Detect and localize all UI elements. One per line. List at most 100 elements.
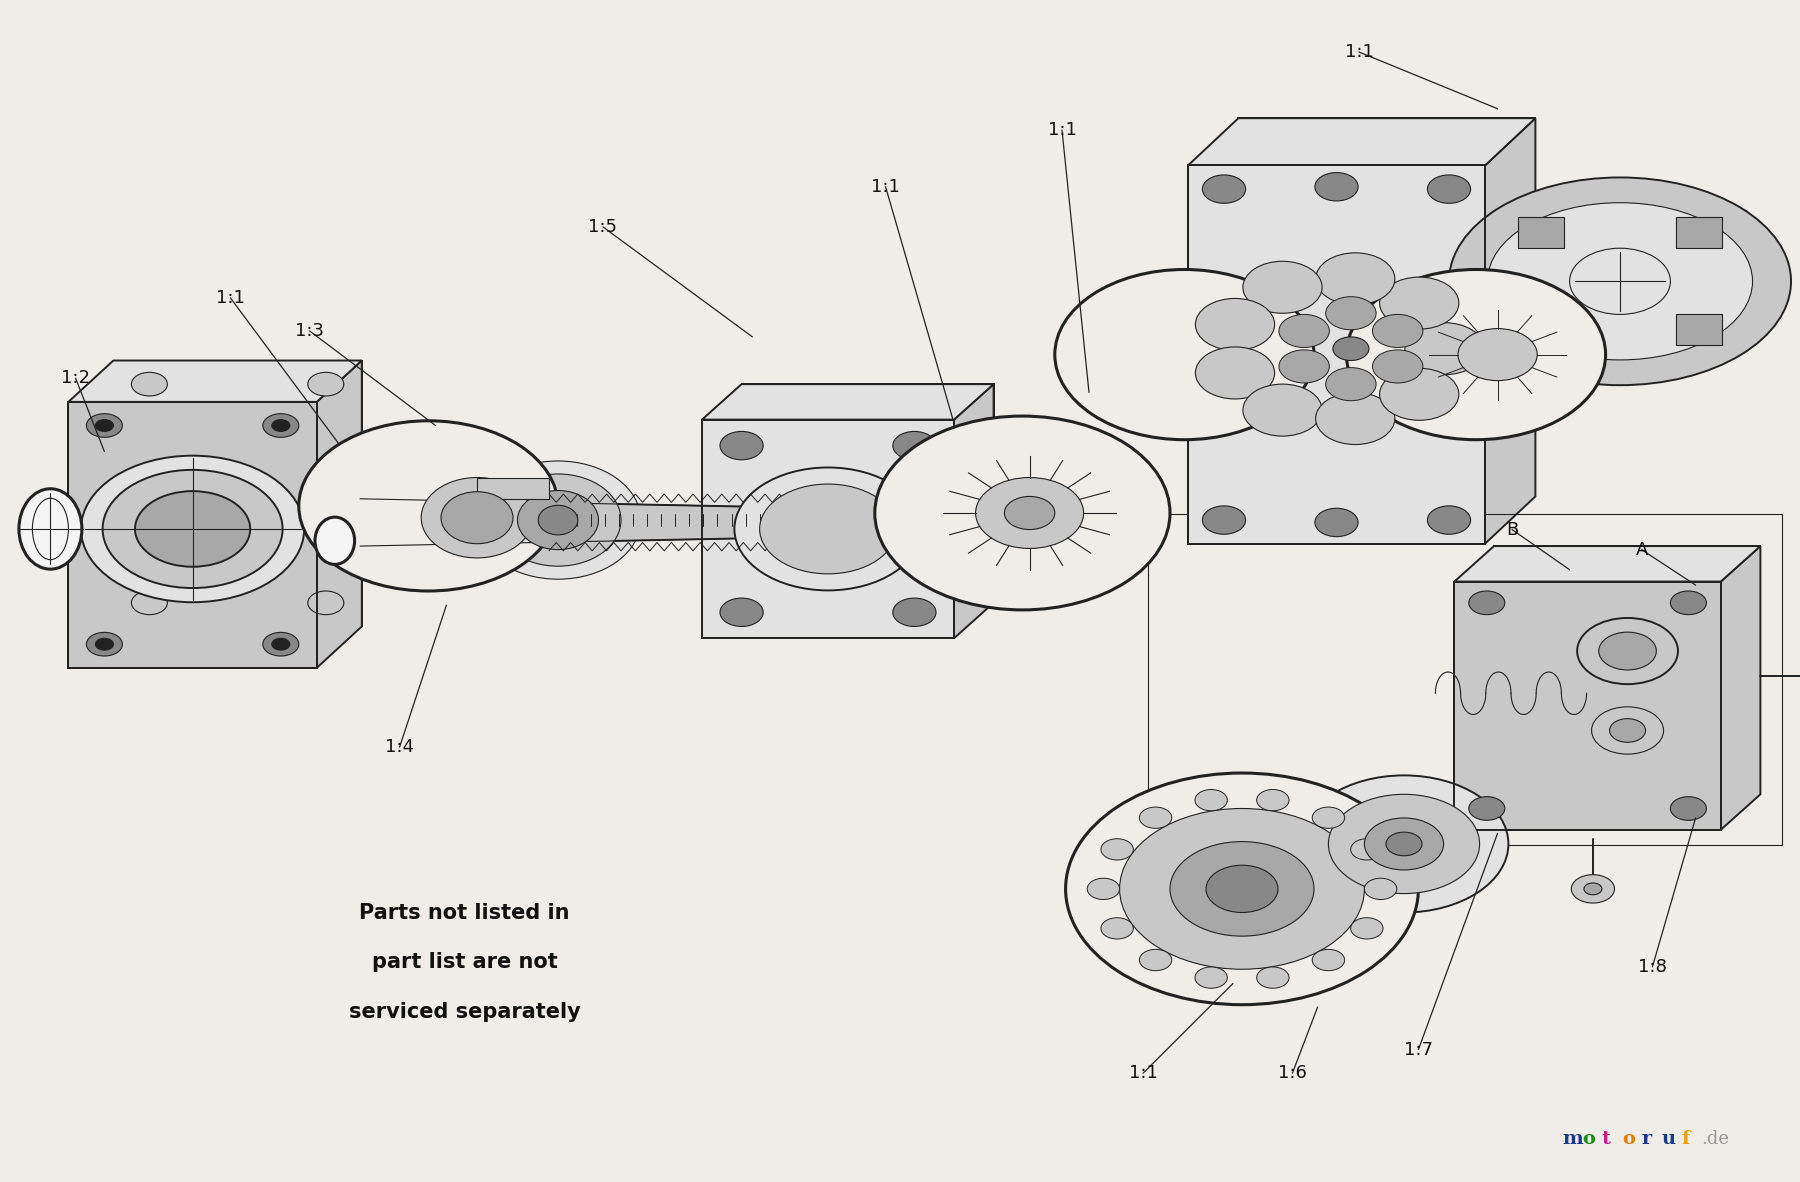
Circle shape	[720, 431, 763, 460]
Circle shape	[86, 632, 122, 656]
Circle shape	[1312, 807, 1345, 829]
Polygon shape	[1454, 546, 1760, 582]
Circle shape	[272, 420, 290, 431]
Ellipse shape	[518, 491, 598, 550]
Circle shape	[1055, 269, 1314, 440]
Circle shape	[1577, 618, 1678, 684]
Circle shape	[1316, 253, 1395, 305]
Circle shape	[1195, 348, 1274, 400]
Circle shape	[1202, 506, 1246, 534]
Circle shape	[263, 632, 299, 656]
Polygon shape	[702, 384, 994, 420]
Circle shape	[720, 598, 763, 626]
Circle shape	[1469, 591, 1505, 615]
Circle shape	[1346, 269, 1606, 440]
Text: part list are not: part list are not	[371, 953, 558, 972]
Polygon shape	[113, 361, 362, 626]
Text: f: f	[1681, 1130, 1690, 1149]
Circle shape	[1325, 297, 1377, 330]
Circle shape	[760, 485, 896, 574]
Circle shape	[1120, 808, 1364, 969]
Circle shape	[1242, 384, 1321, 436]
Circle shape	[263, 414, 299, 437]
Circle shape	[1102, 917, 1134, 939]
Circle shape	[1372, 314, 1422, 348]
Circle shape	[893, 598, 936, 626]
Circle shape	[1427, 506, 1471, 534]
Text: 1:2: 1:2	[61, 369, 90, 388]
Ellipse shape	[1487, 203, 1753, 359]
Circle shape	[1314, 508, 1357, 537]
Circle shape	[1316, 392, 1395, 444]
Bar	[477, 478, 549, 499]
Circle shape	[272, 638, 290, 650]
Circle shape	[95, 638, 113, 650]
Circle shape	[1314, 173, 1357, 201]
Text: 1:7: 1:7	[1404, 1040, 1433, 1059]
Polygon shape	[1494, 546, 1760, 794]
Circle shape	[1458, 329, 1537, 381]
Circle shape	[1591, 707, 1663, 754]
Text: o: o	[1582, 1130, 1595, 1149]
Circle shape	[1280, 314, 1330, 348]
Text: 1:1: 1:1	[216, 288, 245, 307]
Ellipse shape	[441, 492, 513, 544]
Text: 1:4: 1:4	[385, 738, 414, 756]
Circle shape	[1609, 719, 1645, 742]
Bar	[1676, 217, 1723, 248]
Circle shape	[1584, 883, 1602, 895]
Circle shape	[1242, 261, 1321, 313]
Circle shape	[1195, 967, 1228, 988]
Circle shape	[1404, 323, 1483, 375]
Text: o: o	[1622, 1130, 1634, 1149]
Circle shape	[86, 414, 122, 437]
Circle shape	[1372, 350, 1422, 383]
Text: 1:1: 1:1	[1048, 121, 1076, 139]
Circle shape	[95, 420, 113, 431]
Circle shape	[1280, 350, 1330, 383]
Circle shape	[308, 591, 344, 615]
Text: Parts not listed in: Parts not listed in	[360, 903, 569, 922]
Circle shape	[131, 591, 167, 615]
Circle shape	[1427, 175, 1471, 203]
Circle shape	[1195, 298, 1274, 350]
Circle shape	[1202, 175, 1246, 203]
Circle shape	[1089, 788, 1395, 989]
Circle shape	[1170, 842, 1314, 936]
Text: r: r	[1642, 1130, 1652, 1149]
Circle shape	[1139, 949, 1172, 970]
Bar	[702, 420, 954, 638]
Text: m: m	[1562, 1130, 1584, 1149]
Polygon shape	[1721, 546, 1760, 830]
Bar	[68, 402, 317, 668]
Circle shape	[1066, 773, 1418, 1005]
Text: 1:1: 1:1	[871, 177, 900, 196]
Circle shape	[1364, 878, 1397, 900]
Circle shape	[81, 456, 304, 603]
Circle shape	[1364, 818, 1444, 870]
Circle shape	[1102, 839, 1134, 860]
Text: 1:3: 1:3	[295, 322, 324, 340]
Ellipse shape	[538, 506, 578, 534]
Circle shape	[1087, 878, 1120, 900]
Circle shape	[1256, 790, 1289, 811]
Ellipse shape	[1449, 177, 1791, 385]
Text: 1:1: 1:1	[1129, 1064, 1157, 1083]
Circle shape	[1328, 794, 1480, 894]
Ellipse shape	[495, 474, 621, 566]
Text: 1:6: 1:6	[1278, 1064, 1307, 1083]
Bar	[1188, 165, 1485, 544]
Text: .de: .de	[1701, 1130, 1730, 1149]
Circle shape	[1256, 967, 1289, 988]
Circle shape	[1598, 632, 1656, 670]
Circle shape	[1379, 369, 1458, 421]
Circle shape	[1670, 797, 1706, 820]
Circle shape	[1386, 832, 1422, 856]
Ellipse shape	[18, 489, 81, 570]
Circle shape	[1332, 337, 1370, 361]
Text: 1:8: 1:8	[1638, 957, 1667, 976]
Circle shape	[103, 470, 283, 589]
Bar	[1517, 314, 1564, 345]
Circle shape	[135, 492, 250, 567]
Polygon shape	[68, 402, 317, 668]
